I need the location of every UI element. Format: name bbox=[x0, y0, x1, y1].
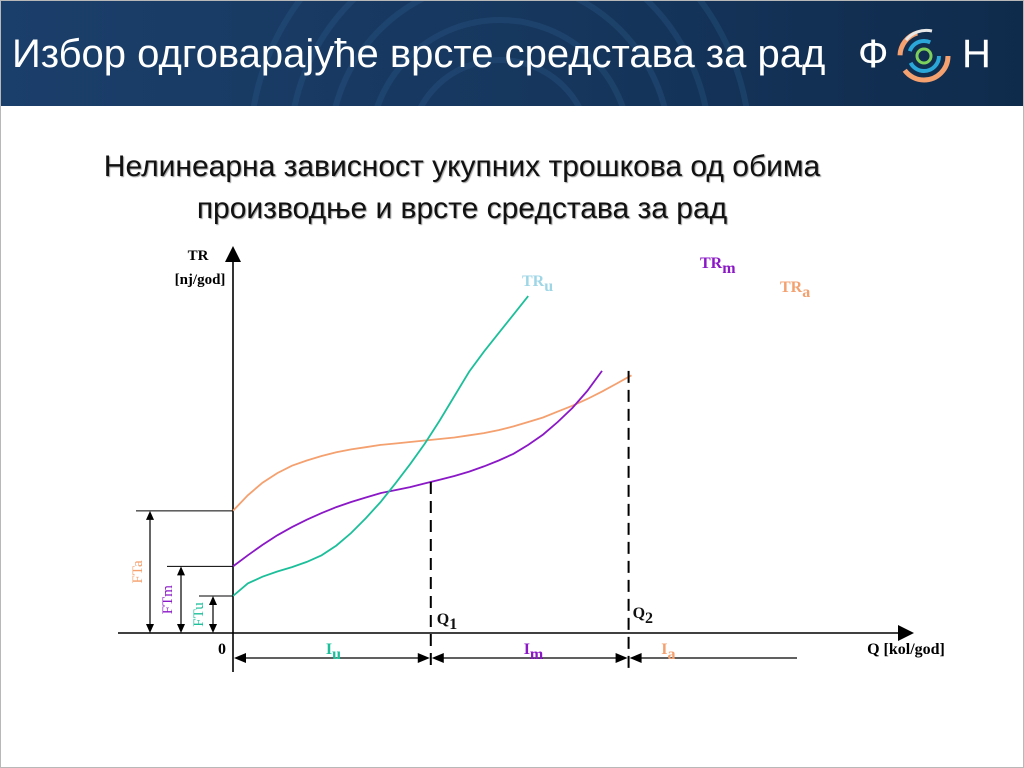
origin-label: 0 bbox=[218, 641, 226, 658]
fixed-cost-arrowhead-top-TRm bbox=[177, 566, 185, 576]
interval-arrowhead-right-TRu bbox=[417, 653, 430, 663]
series-label-TRa-sub: a bbox=[802, 284, 810, 301]
fixed-cost-label-TRu: FTu bbox=[191, 602, 207, 627]
y-axis-label-line2: [nj/god] bbox=[175, 272, 226, 288]
series-line-TRm bbox=[232, 370, 603, 568]
q-label-1: Q1 bbox=[437, 611, 457, 633]
interval-label-TRm: Im bbox=[524, 641, 544, 663]
interval-arrowhead-left-TRm bbox=[431, 653, 444, 663]
fixed-cost-arrowhead-bottom-TRu bbox=[209, 624, 217, 633]
interval-arrowhead-left-TRu bbox=[234, 653, 246, 663]
interval-label-TRm-sub: m bbox=[530, 646, 544, 663]
header-divider bbox=[0, 106, 1024, 108]
fixed-cost-arrowhead-top-TRu bbox=[209, 595, 217, 605]
interval-label-TRa-main: I bbox=[661, 641, 667, 658]
interval-label-TRu: Iu bbox=[326, 641, 341, 663]
interval-label-TRm-main: I bbox=[524, 641, 530, 658]
header-decoration bbox=[250, 0, 750, 106]
fixed-cost-label-TRm: FTm bbox=[160, 585, 176, 615]
subtitle-line-2: производње и врсте средстава за рад bbox=[196, 192, 728, 225]
series-label-TRu: TRu bbox=[522, 273, 553, 295]
interval-arrowhead-right-TRm bbox=[615, 653, 628, 663]
fixed-cost-label-TRa: FTa bbox=[130, 560, 146, 583]
series-label-TRm-sub: m bbox=[722, 260, 736, 277]
series-label-TRa: TRa bbox=[780, 279, 810, 301]
fixed-cost-arrowhead-bottom-TRm bbox=[177, 624, 185, 633]
q-label-2-main: Q bbox=[633, 605, 645, 622]
interval-label-TRu-sub: u bbox=[332, 646, 341, 663]
x-axis-label: Q [kol/god] bbox=[867, 641, 945, 658]
series-label-TRm: TRm bbox=[700, 255, 736, 277]
logo-letter-n: Н bbox=[962, 32, 991, 76]
interval-arrowhead-left-TRa bbox=[629, 653, 642, 663]
subtitle-line-1: Нелинеарна зависност укупних трошкова од… bbox=[103, 150, 821, 183]
q-label-2-sub: 2 bbox=[645, 610, 653, 627]
y-axis-label-line1: TR bbox=[188, 248, 209, 264]
series-label-TRm-main: TR bbox=[700, 255, 723, 272]
q-label-2: Q2 bbox=[633, 605, 653, 627]
header-bar: Избор одговарајуће врсте средстава за ра… bbox=[0, 0, 1024, 106]
series-line-TRa bbox=[232, 374, 632, 512]
fixed-cost-arrowhead-bottom-TRa bbox=[146, 624, 154, 633]
interval-label-TRu-main: I bbox=[326, 641, 332, 658]
series-label-TRu-main: TR bbox=[522, 273, 545, 290]
interval-label-TRa: Ia bbox=[661, 641, 675, 663]
interval-label-TRa-sub: a bbox=[668, 646, 676, 663]
fon-logo: Ф Н bbox=[858, 18, 1008, 98]
q-label-1-main: Q bbox=[437, 611, 449, 628]
series-label-TRu-sub: u bbox=[544, 278, 553, 295]
fixed-cost-arrowhead-top-TRa bbox=[146, 510, 154, 520]
slide-subtitle: Нелинеарна зависност укупних трошкова од… bbox=[0, 146, 924, 230]
series-label-TRa-main: TR bbox=[780, 279, 803, 296]
logo-letter-f: Ф bbox=[858, 32, 889, 76]
fon-circle-logo-icon bbox=[897, 28, 951, 83]
page-title: Избор одговарајуће врсте средстава за ра… bbox=[12, 32, 826, 76]
chart-axes: TR [nj/god] Q [kol/god] 0 bbox=[118, 246, 945, 672]
series-line-TRu bbox=[232, 295, 529, 597]
q-label-1-sub: 1 bbox=[449, 616, 457, 633]
